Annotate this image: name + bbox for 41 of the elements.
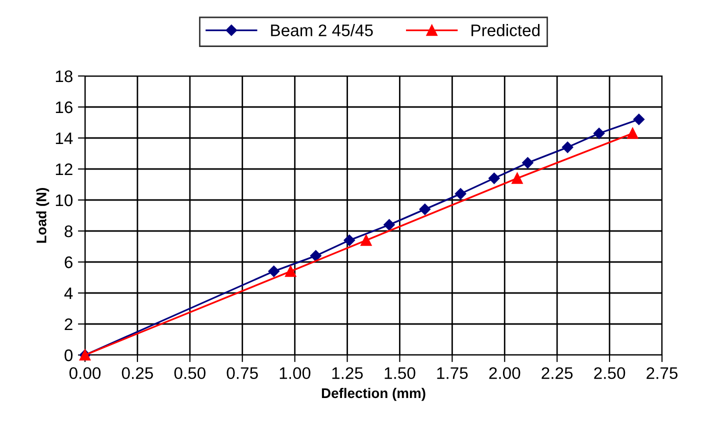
point bbox=[633, 114, 645, 126]
y-tick-label: 16 bbox=[56, 101, 72, 114]
x-axis-title: Deflection (mm) bbox=[322, 388, 426, 401]
y-tick-label: 4 bbox=[64, 288, 73, 300]
y-tick-label: 2 bbox=[64, 318, 72, 330]
point bbox=[562, 142, 574, 153]
x-tick-label: 1.25 bbox=[332, 367, 363, 380]
y-tick-label: 18 bbox=[56, 70, 72, 82]
x-tick-label: 1.00 bbox=[280, 367, 310, 380]
x-tick-label: 2.25 bbox=[542, 367, 573, 380]
x-tick-label: 0.25 bbox=[122, 367, 153, 380]
legend-label: Beam 2 45/45 bbox=[271, 24, 373, 36]
point bbox=[310, 250, 322, 262]
x-tick-label: 2.00 bbox=[489, 367, 520, 380]
point bbox=[360, 234, 372, 246]
y-tick-label: 14 bbox=[56, 132, 73, 144]
y-tick-label: 0 bbox=[64, 349, 73, 362]
x-tick-label: 0.50 bbox=[174, 367, 206, 380]
point bbox=[593, 128, 605, 139]
y-tick-label: 8 bbox=[64, 225, 72, 238]
x-tick-label: 1.50 bbox=[384, 367, 416, 380]
point bbox=[344, 234, 355, 246]
y-tick-label: 12 bbox=[56, 163, 72, 176]
x-tick-label: 2.75 bbox=[646, 367, 678, 380]
legend-label: Predicted bbox=[472, 24, 540, 36]
x-tick-label: 1.75 bbox=[437, 367, 468, 380]
point bbox=[522, 157, 534, 168]
point bbox=[627, 128, 638, 139]
x-tick-label: 0.75 bbox=[226, 367, 258, 380]
y-axis-title: Load (N) bbox=[36, 188, 50, 243]
point bbox=[512, 172, 523, 184]
point bbox=[454, 188, 466, 200]
x-tick-label: 2.50 bbox=[594, 367, 626, 380]
point bbox=[384, 219, 395, 230]
point bbox=[268, 266, 280, 277]
point bbox=[285, 266, 296, 277]
y-tick-label: 6 bbox=[64, 256, 72, 268]
x-tick-label: 0.00 bbox=[69, 367, 101, 380]
point bbox=[488, 172, 500, 184]
point bbox=[419, 204, 431, 215]
y-tick-label: 10 bbox=[56, 194, 73, 206]
